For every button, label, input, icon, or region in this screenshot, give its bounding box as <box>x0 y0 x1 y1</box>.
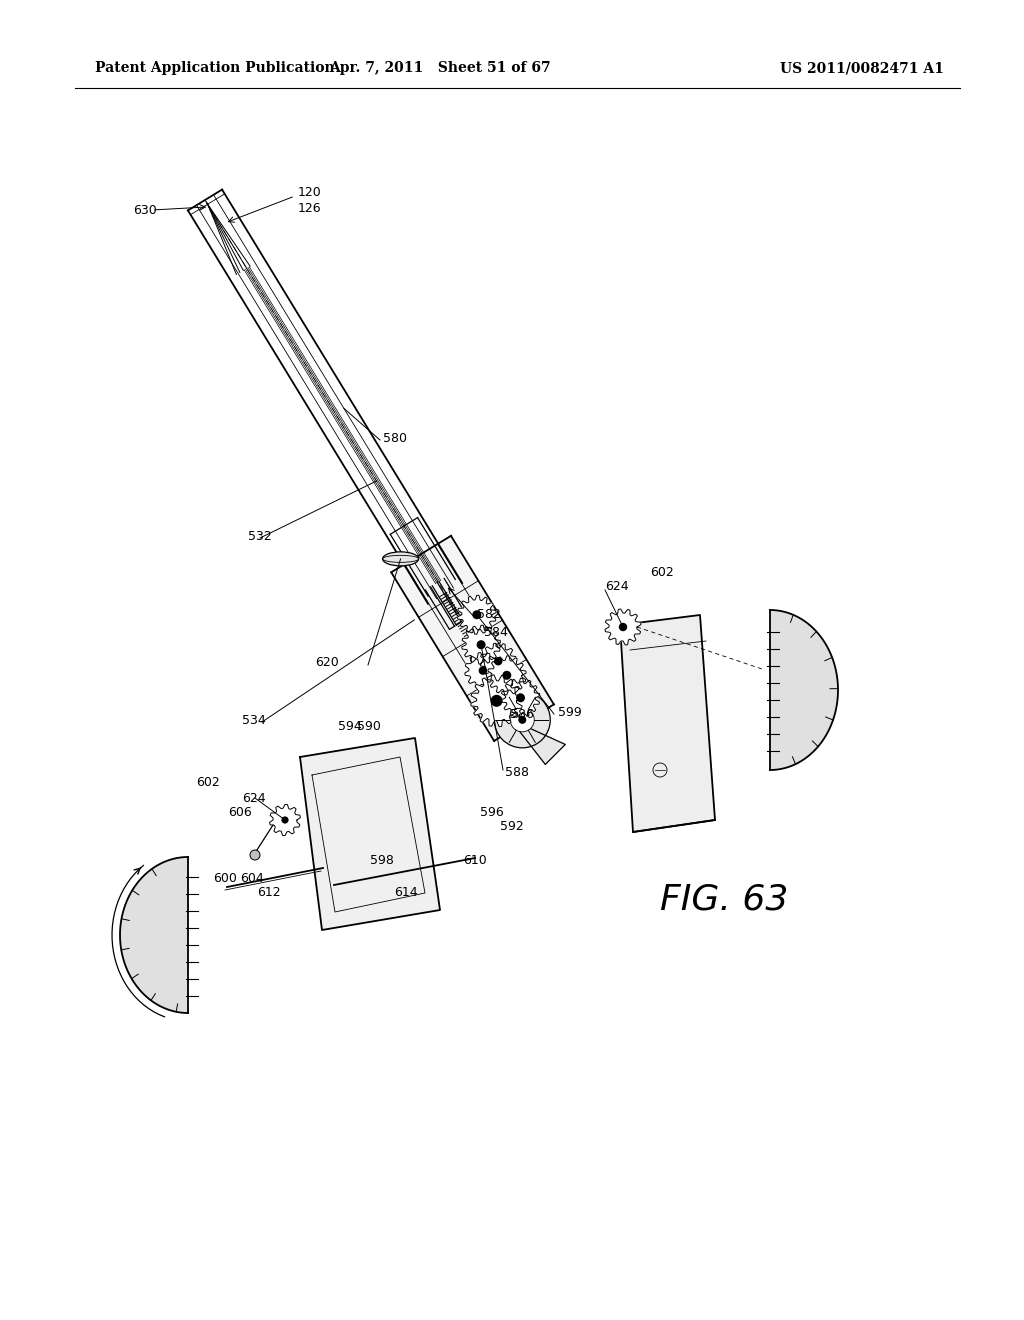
Text: 620: 620 <box>315 656 339 669</box>
Circle shape <box>518 715 526 723</box>
Text: 590: 590 <box>357 719 381 733</box>
Text: 580: 580 <box>383 432 407 445</box>
Circle shape <box>494 657 503 665</box>
Text: 630: 630 <box>133 203 157 216</box>
Polygon shape <box>510 719 565 764</box>
Circle shape <box>250 850 260 861</box>
Text: 604: 604 <box>240 871 264 884</box>
Polygon shape <box>458 595 497 634</box>
Text: 624: 624 <box>605 581 629 594</box>
Polygon shape <box>462 626 501 664</box>
Circle shape <box>503 671 511 680</box>
Text: US 2011/0082471 A1: US 2011/0082471 A1 <box>780 61 944 75</box>
Text: 586: 586 <box>510 709 534 722</box>
Text: 606: 606 <box>228 807 252 820</box>
Text: 582: 582 <box>477 609 501 622</box>
Polygon shape <box>770 610 838 770</box>
Text: 602: 602 <box>196 776 220 789</box>
Text: 600: 600 <box>213 871 237 884</box>
Ellipse shape <box>383 552 419 566</box>
Polygon shape <box>471 675 522 727</box>
Text: 596: 596 <box>480 805 504 818</box>
Text: 532: 532 <box>248 529 271 543</box>
Circle shape <box>282 816 289 824</box>
Polygon shape <box>487 656 526 694</box>
Polygon shape <box>501 678 540 717</box>
Text: 598: 598 <box>370 854 394 866</box>
Text: 610: 610 <box>463 854 486 866</box>
Circle shape <box>472 610 481 619</box>
Text: 614: 614 <box>394 887 418 899</box>
Text: 534: 534 <box>242 714 266 726</box>
Polygon shape <box>620 615 715 832</box>
Circle shape <box>618 623 627 631</box>
Circle shape <box>510 708 535 731</box>
Circle shape <box>495 692 550 748</box>
Text: 584: 584 <box>484 627 508 639</box>
Polygon shape <box>120 857 188 1012</box>
Text: Apr. 7, 2011   Sheet 51 of 67: Apr. 7, 2011 Sheet 51 of 67 <box>329 61 551 75</box>
Text: 592: 592 <box>500 821 523 833</box>
Text: 588: 588 <box>505 767 529 780</box>
Circle shape <box>490 694 503 706</box>
Polygon shape <box>605 609 641 645</box>
Polygon shape <box>300 738 440 931</box>
Circle shape <box>516 693 525 702</box>
Text: FIG. 63: FIG. 63 <box>660 883 788 917</box>
Text: 126: 126 <box>298 202 322 214</box>
Polygon shape <box>391 536 554 741</box>
Circle shape <box>476 640 485 649</box>
Text: 594: 594 <box>338 719 361 733</box>
Text: 120: 120 <box>298 186 322 199</box>
Text: 612: 612 <box>257 887 281 899</box>
Text: 599: 599 <box>558 705 582 718</box>
Polygon shape <box>465 652 501 689</box>
Polygon shape <box>480 643 516 680</box>
Text: Patent Application Publication: Patent Application Publication <box>95 61 335 75</box>
Polygon shape <box>269 804 300 836</box>
Text: 624: 624 <box>242 792 265 804</box>
Text: 602: 602 <box>650 566 674 579</box>
Circle shape <box>478 667 487 675</box>
